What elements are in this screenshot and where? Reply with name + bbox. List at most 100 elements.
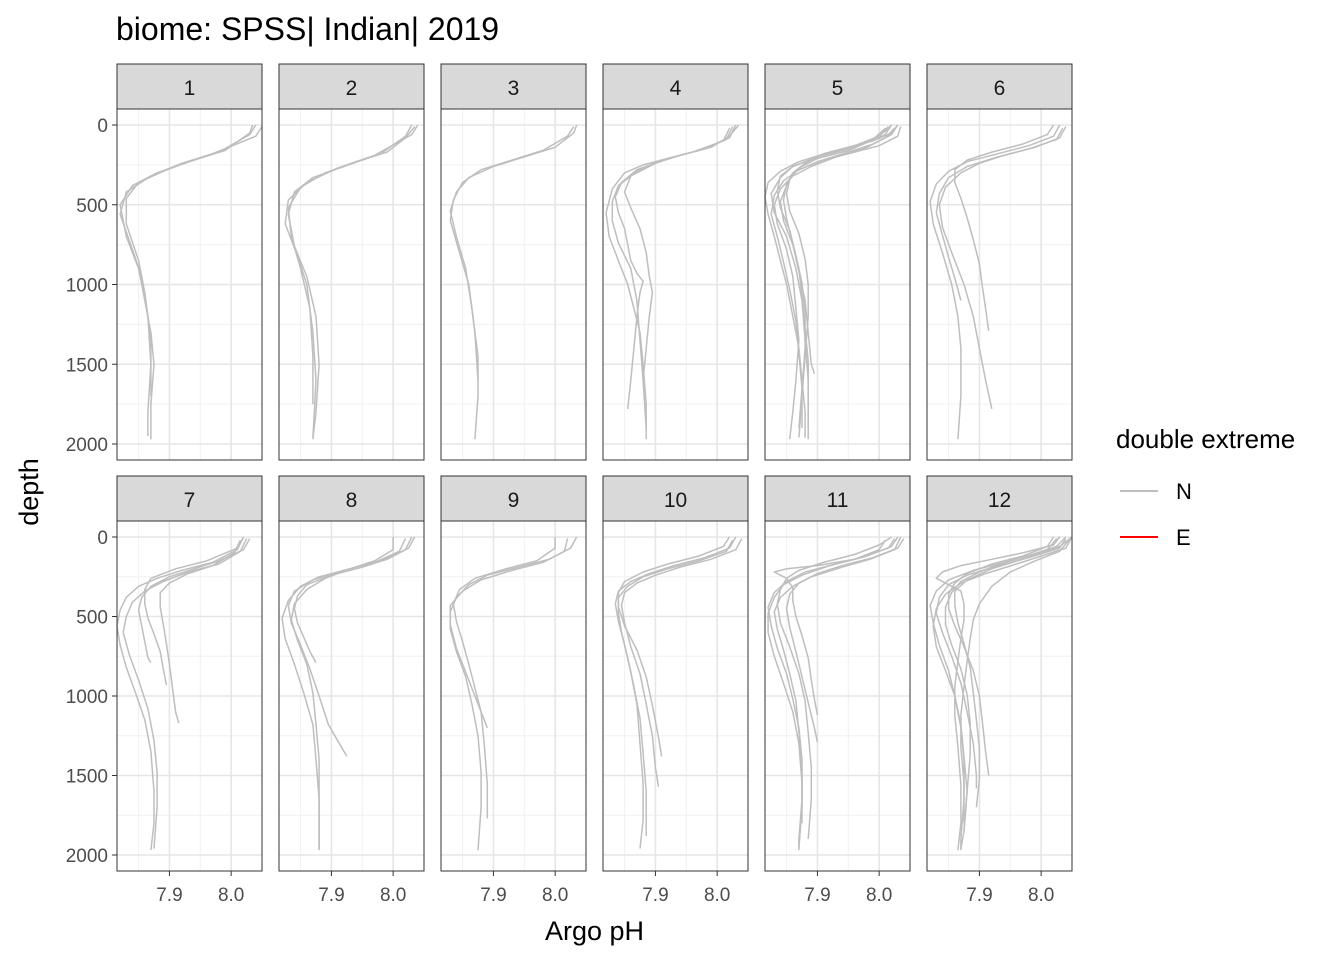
x-tick-label: 7.9 [966,885,992,906]
x-tick-label: 7.9 [318,885,344,906]
profile-line [767,538,896,824]
profile-line [159,539,242,724]
panel-border [440,108,587,461]
panel-border [278,520,425,872]
profile-line [449,126,575,381]
facet-strip-label: 3 [508,77,520,100]
facet-panel: 2 [278,63,425,461]
panel-border [764,108,911,461]
facet-panel: 8 7.9 8.0 [278,475,425,906]
profile-line [960,539,1070,824]
profile-line [944,536,1067,832]
profile-line [125,124,254,397]
facet-panel: 11 7.9 8.0 [764,475,911,906]
facet-panel: 5 [764,63,911,461]
facet-strip [440,63,587,110]
y-tick-label: 2000 [66,846,108,867]
panel-border [278,108,425,461]
facet-strip [602,63,749,110]
facet-strip [116,63,263,110]
profile-line [452,537,556,819]
profile-line [284,124,419,438]
profile-line [623,124,740,381]
panel-border [602,108,749,461]
y-tick-label: 1500 [66,355,108,376]
panel-border [926,108,1073,461]
profile-line [137,538,251,663]
x-tick-label: 7.9 [156,885,182,906]
legend: double extreme NE [1116,424,1295,550]
facet-panel: 6 [926,63,1073,461]
profile-line [144,536,245,686]
profile-line [449,538,569,729]
facet-strip [926,63,1073,110]
x-axis-title: Argo pH [545,916,644,946]
profile-line [776,536,892,840]
facet-panel: 10 7.9 8.0 [602,475,749,906]
profile-line [947,536,1055,776]
profile-line [785,124,893,438]
facet-panel: 3 [440,63,587,461]
x-tick-label: 7.9 [804,885,830,906]
profile-line [785,538,905,743]
facet-strip-label: 9 [508,489,520,512]
profile-line [773,536,902,849]
facet-strip-label: 11 [827,489,849,512]
y-tick-label: 500 [76,608,108,629]
x-tick-label: 8.0 [866,885,892,906]
x-tick-label: 7.9 [480,885,506,906]
facet-panel: 4 [602,63,749,461]
facet-panel: 1 0 500 1000 1500 2000 [66,63,263,461]
profile-line [773,127,896,440]
y-tick-label: 0 [97,528,108,549]
facet-strip [602,475,749,522]
facet-panel: 12 7.9 8.0 [926,475,1073,906]
profile-line [929,124,1061,440]
legend-title: double extreme [1116,424,1295,454]
panel-border [764,520,911,872]
profile-line [932,536,1073,849]
legend-entries: NE [1120,479,1192,550]
y-tick-label: 500 [76,196,108,217]
panel-border [602,520,749,872]
x-tick-label: 8.0 [542,885,568,906]
profile-line [614,536,737,849]
facet-strip-label: 2 [346,77,358,100]
x-tick-label: 8.0 [1028,885,1054,906]
panel-border [926,520,1073,872]
profile-line [935,536,1061,851]
facet-strip-label: 7 [184,489,196,512]
facet-strip-label: 6 [994,77,1006,100]
y-tick-label: 1000 [66,276,108,297]
profile-line [293,536,416,663]
y-axis-title: depth [14,458,44,526]
x-tick-label: 8.0 [704,885,730,906]
profile-line [617,539,734,836]
profile-line [954,538,1058,808]
panel-border [440,520,587,872]
profile-line [620,538,743,787]
facet-strip-label: 12 [988,489,1011,512]
profile-line [782,124,899,440]
facet-strip [278,63,425,110]
y-tick-label: 1500 [66,767,108,788]
profile-line [287,538,407,757]
y-tick-label: 0 [97,116,108,137]
facet-panel: 9 7.9 8.0 [440,475,587,906]
profile-line [954,124,1055,331]
facet-strip-label: 5 [832,77,844,100]
legend-label: N [1176,479,1192,504]
facet-strip-label: 4 [670,77,682,100]
y-tick-label: 2000 [66,435,108,456]
profile-line [935,127,1064,301]
y-tick-label: 1000 [66,687,108,708]
x-tick-label: 7.9 [642,885,668,906]
legend-label: E [1176,525,1191,550]
facet-panel: 7 0 500 1000 1500 2000 7.9 8.0 [66,475,263,906]
profile-line [773,539,886,716]
x-tick-label: 8.0 [380,885,406,906]
facet-strip-label: 8 [346,489,358,512]
facet-strip [926,475,1073,522]
x-tick-label: 8.0 [218,885,244,906]
